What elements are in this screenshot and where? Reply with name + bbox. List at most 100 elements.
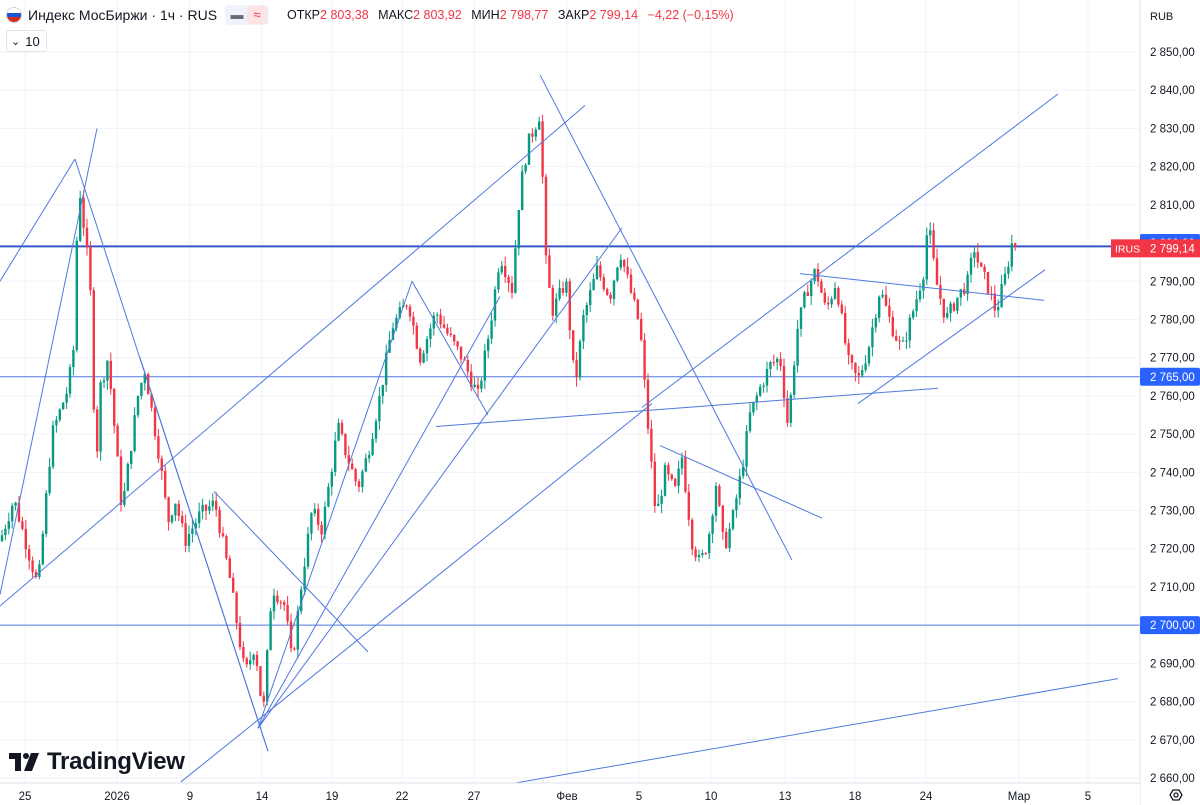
candle-body [952,303,956,311]
candle-body [680,457,684,469]
candle-body [497,272,500,290]
time-tick-label: 13 [779,791,792,803]
candle-body [548,255,551,288]
candle-body [728,528,731,548]
candle-body [296,611,299,650]
candle-body [45,493,48,534]
tradingview-logo[interactable]: TradingView [9,748,185,776]
candle-body [660,495,663,504]
candle-body [565,281,568,293]
price-marker-bg [1140,367,1200,386]
price-axis[interactable]: RUB 2 660,00 2 670,00 2 680,00 2 690,00 2 710… [1111,0,1200,805]
candle-body [21,521,24,529]
candle-body [976,252,979,263]
candle-body [507,277,510,284]
candle-body [303,566,306,590]
candle-body [51,425,55,467]
time-tick-label: 9 [187,791,193,803]
price-tick-label: 2 830,00 [1150,123,1195,135]
candle-body [929,230,932,236]
candle-body [62,402,65,410]
candle-body [687,491,690,520]
candle-body [408,306,412,317]
candle-body [799,307,803,329]
candle-body [266,650,269,702]
candle-body [701,553,704,556]
price-tick-label: 2 770,00 [1150,353,1195,365]
candle-body [85,227,89,248]
candle-body [765,369,769,386]
candle-body [252,654,255,661]
settings-icon[interactable] [1169,789,1183,801]
candle-body [232,577,235,593]
candle-body [150,394,153,408]
candle-body [361,471,364,488]
candle-body [119,456,123,505]
candle-body [847,343,850,356]
candle-body [650,428,653,462]
candle-body [99,382,102,452]
candle-body [966,274,969,294]
candle-body [932,230,935,259]
time-tick-label: 10 [705,791,718,803]
price-tick-label: 2 840,00 [1150,85,1195,97]
candle-body [313,508,316,514]
candle-body [184,523,187,546]
time-tick-label: 5 [636,791,642,803]
candle-body [521,171,524,211]
symbol-title[interactable]: Индекс МосБиржи · 1ч · RUS [28,7,218,23]
candle-body [181,515,184,524]
symbol-tag: IRUS [1115,243,1140,255]
candle-body [973,252,976,258]
candle-body [289,621,293,649]
trend-line [539,74,793,561]
candle-body [942,298,945,318]
candle-body [68,367,72,394]
candle-body [470,371,473,388]
price-axis-bg [1140,0,1200,805]
status-pill[interactable]: ▬ ≈ [225,5,270,25]
chart-grid [0,0,1140,783]
candle-body [41,533,44,565]
candle-body [211,500,214,507]
candle-body [58,409,61,420]
candles [0,114,1017,707]
candle-body [946,313,949,318]
candle-body [439,314,442,325]
trend-line [0,128,98,595]
candle-body [330,471,333,487]
candle-body [269,611,272,651]
candle-body [905,340,908,342]
candle-body [599,265,602,278]
candle-body [810,281,813,297]
candle-body [789,394,792,423]
candle-body [606,289,609,295]
candle-body [980,262,983,267]
candle-body [538,121,541,130]
candle-body [422,353,425,363]
price-marker-bg [1140,616,1200,635]
price-marker-label: 2 765,00 [1150,372,1195,384]
trend-lines[interactable] [0,74,1119,790]
candle-body [490,320,493,339]
candle-body [793,365,796,395]
candle-body [541,121,544,177]
candle-body [293,648,296,650]
candle-body [11,505,14,522]
candle-body [28,549,31,561]
candle-body [837,288,840,305]
candle-body [157,436,160,459]
candle-body [221,533,225,537]
time-axis[interactable]: 25 2026 9 14 19 22 27 Фев 5 10 13 18 24 Мар 5 [0,782,1183,805]
open-value: 2 803,38 [320,8,369,22]
candle-body [429,328,432,339]
candle-body [1010,243,1013,267]
candle-body [667,464,670,475]
price-tick-label: 2 790,00 [1150,276,1195,288]
candle-body [34,571,38,577]
volume-indicator-toggle[interactable]: ⌄ 10 [6,30,47,52]
candle-body [626,266,629,275]
candle-body [891,316,894,337]
tradingview-logo-icon [9,753,39,771]
